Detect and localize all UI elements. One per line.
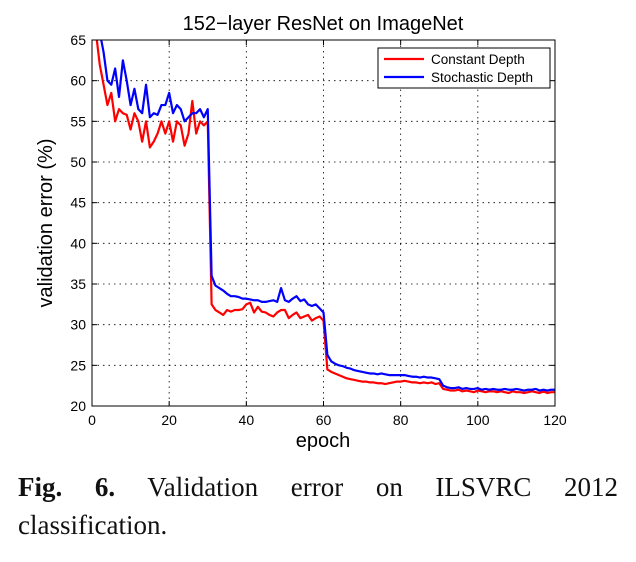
x-tick-label: 80 [393, 412, 409, 428]
y-tick-label: 20 [70, 398, 86, 414]
legend-label-stochastic-depth: Stochastic Depth [431, 70, 533, 85]
x-axis-label: epoch [296, 430, 351, 452]
legend-box [377, 47, 551, 89]
y-axis-label: validation error (%) [35, 139, 57, 308]
y-tick-label: 25 [70, 357, 86, 373]
x-tick-label: 60 [316, 412, 332, 428]
x-tick-label: 0 [88, 412, 96, 428]
x-tick-label: 120 [543, 412, 567, 428]
series-lines [95, 40, 555, 395]
y-tick-label: 45 [70, 195, 86, 211]
series-line-stochastic-depth [100, 40, 555, 392]
figure-caption: Fig. 6. Validation error on ILSVRC 2012 … [18, 468, 618, 544]
y-tick-label: 35 [70, 276, 86, 292]
legend-label-constant-depth: Constant Depth [431, 52, 525, 67]
y-tick-label: 50 [70, 154, 86, 170]
y-tick-label: 40 [70, 235, 86, 251]
x-tick-label: 20 [161, 412, 177, 428]
chart-title: 152−layer ResNet on ImageNet [183, 13, 464, 35]
x-tick-label: 40 [239, 412, 255, 428]
legend: Constant Depth Stochastic Depth [377, 47, 551, 89]
x-tick-label: 100 [466, 412, 490, 428]
caption-text: Validation error on ILSVRC 2012 classifi… [18, 472, 619, 540]
y-tick-label: 60 [70, 73, 86, 89]
y-tick-label: 65 [70, 32, 86, 48]
y-tick-label: 30 [70, 317, 86, 333]
y-tick-label: 55 [70, 113, 86, 129]
caption-label: Fig. 6. [18, 472, 116, 502]
